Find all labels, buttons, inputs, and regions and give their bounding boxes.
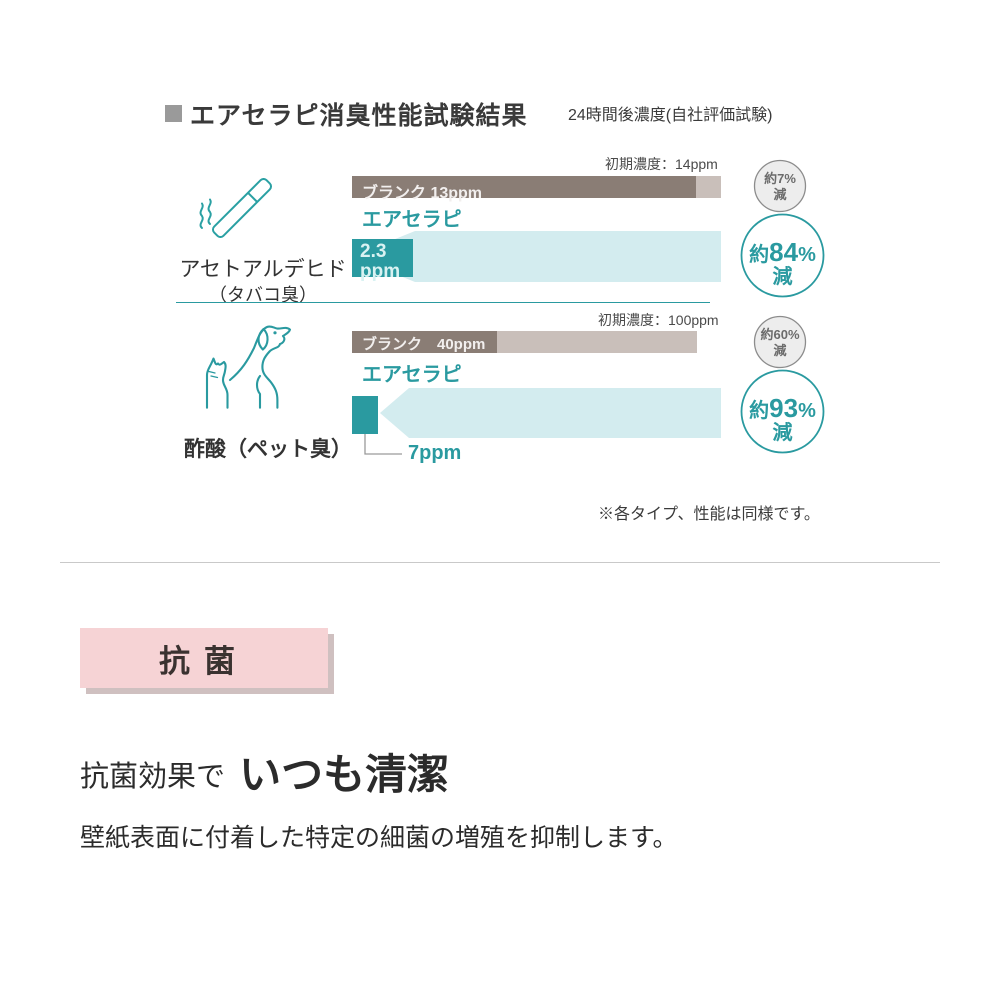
- svg-text:約60%: 約60%: [760, 327, 799, 342]
- svg-text:減: 減: [773, 187, 786, 202]
- svg-text:減: 減: [773, 343, 786, 358]
- svg-text:減: 減: [773, 420, 793, 444]
- svg-text:減: 減: [773, 264, 793, 288]
- svg-text:約7%: 約7%: [764, 171, 796, 186]
